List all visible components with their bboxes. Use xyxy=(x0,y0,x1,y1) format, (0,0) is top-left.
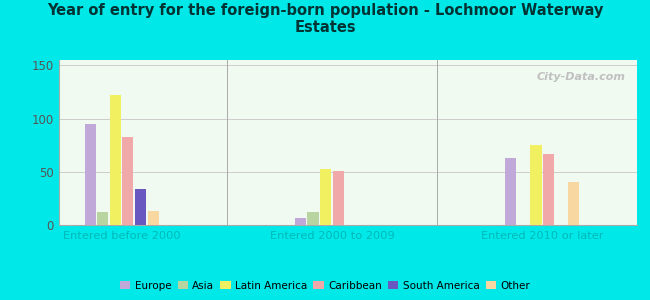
Bar xyxy=(135,189,146,225)
Bar xyxy=(320,169,332,225)
Bar xyxy=(295,218,306,225)
Bar xyxy=(530,145,541,225)
Bar xyxy=(307,212,318,225)
Bar xyxy=(333,171,344,225)
Legend: Europe, Asia, Latin America, Caribbean, South America, Other: Europe, Asia, Latin America, Caribbean, … xyxy=(116,277,534,295)
Bar xyxy=(110,95,121,225)
Bar xyxy=(122,136,133,225)
Bar xyxy=(543,154,554,225)
Bar xyxy=(505,158,516,225)
Bar xyxy=(84,124,96,225)
Bar xyxy=(97,212,109,225)
Bar xyxy=(148,211,159,225)
Text: Year of entry for the foreign-born population - Lochmoor Waterway
Estates: Year of entry for the foreign-born popul… xyxy=(47,3,603,35)
Bar xyxy=(568,182,579,225)
Text: City-Data.com: City-Data.com xyxy=(536,71,625,82)
